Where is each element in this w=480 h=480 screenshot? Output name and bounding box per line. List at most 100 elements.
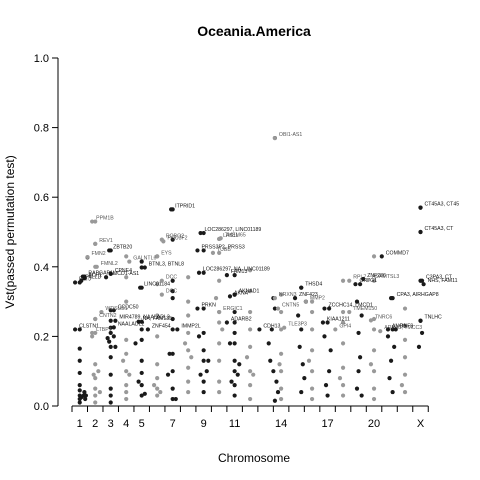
data-point-even (371, 278, 377, 283)
data-point-even (248, 309, 253, 315)
labeled-point (353, 282, 358, 287)
data-point-even (371, 254, 377, 259)
data-point-even (340, 320, 346, 325)
point-label: AKNA (234, 290, 249, 296)
labeled-point (93, 316, 98, 322)
point-label: ZNF423 (299, 292, 318, 298)
labeled-point (93, 241, 98, 246)
data-point-even (340, 365, 346, 370)
y-axis: 0.0 0.2 0.4 0.6 0.8 1.0 (34, 53, 59, 413)
data-point-even (91, 372, 96, 377)
data-point-odd (170, 316, 175, 322)
data-point-odd (385, 334, 391, 339)
data-point-even (155, 386, 160, 391)
data-point-odd (390, 389, 395, 395)
point-label: ADARB2 (231, 316, 252, 322)
data-point-odd (81, 393, 86, 398)
data-point-even (368, 362, 374, 367)
data-point-odd (108, 393, 113, 398)
point-label: IMMP2L (181, 323, 200, 329)
data-point-odd (170, 351, 175, 356)
data-point-even (279, 369, 284, 374)
labeled-point (385, 327, 391, 332)
labeled-point (196, 270, 202, 275)
data-point-even (309, 396, 315, 402)
data-point-odd (111, 334, 116, 339)
data-point-odd (269, 327, 274, 332)
labeled-point (138, 285, 143, 290)
y-tick-label: 0.8 (34, 123, 49, 135)
data-point-even (309, 309, 315, 315)
x-axis-label: Chromosome (218, 451, 290, 465)
labeled-point (272, 296, 278, 301)
labeled-point (103, 275, 109, 280)
labeled-point (72, 327, 78, 332)
data-point-odd (139, 259, 144, 264)
data-point-even (124, 389, 129, 395)
labeled-point (275, 306, 281, 311)
x-tick-label: 11 (229, 418, 240, 430)
data-point-even (186, 313, 191, 318)
data-point-odd (358, 282, 363, 287)
labeled-point (217, 236, 222, 242)
data-point-even (124, 299, 129, 304)
y-tick-label: 1.0 (34, 53, 49, 65)
data-point-odd (235, 372, 240, 377)
data-point-even (90, 334, 95, 339)
data-point-odd (77, 383, 82, 388)
data-point-odd (108, 400, 113, 405)
labeled-point (272, 135, 278, 141)
labeled-point (418, 318, 423, 323)
data-point-even (371, 386, 377, 391)
data-point-even (124, 337, 129, 342)
labeled-point (418, 205, 423, 210)
point-label: NRXN3 (279, 292, 297, 298)
point-label: RNF9 (400, 323, 414, 329)
data-point-even (97, 389, 102, 395)
data-point-odd (327, 306, 332, 311)
point-label: DCC (166, 275, 177, 281)
data-point-odd (108, 330, 113, 336)
data-point-odd (359, 393, 364, 398)
data-point-even (248, 327, 253, 332)
labeled-point (198, 230, 203, 236)
x-axis: 1 2 3 4 5 7 9 11 14 17 20 X (71, 405, 429, 430)
data-point-odd (170, 278, 175, 283)
point-label: MMP2 (310, 296, 325, 302)
data-point-even (309, 348, 315, 353)
data-point-even (189, 355, 194, 360)
data-point-even (124, 396, 129, 402)
labeled-point (378, 329, 383, 334)
data-point-odd (173, 396, 178, 402)
data-point-even (340, 278, 346, 283)
data-point-odd (268, 358, 273, 363)
labeled-point (347, 278, 352, 283)
point-label: ZBTB20 (113, 244, 132, 250)
data-point-even (399, 383, 405, 388)
point-label: PATJ (79, 276, 91, 282)
point-label: AKNAD1 (239, 289, 260, 295)
data-point-even (220, 327, 225, 332)
data-point-even (155, 362, 160, 367)
data-point-even (186, 348, 191, 353)
data-point-even (155, 334, 160, 339)
labeled-point (127, 259, 132, 264)
data-point-even (186, 275, 191, 280)
x-tick-label: 9 (201, 418, 207, 430)
data-point-even (402, 306, 408, 311)
data-point-odd (201, 306, 206, 311)
point-label: LOC286297, NA, LINC01189 (203, 267, 270, 273)
data-point-even (402, 372, 408, 377)
data-point-even (251, 372, 256, 377)
data-point-odd (390, 327, 395, 332)
data-point-even (279, 309, 284, 315)
point-label: POU3F2 (167, 235, 187, 241)
data-point-odd (136, 379, 141, 384)
labeled-point (303, 299, 308, 304)
y-tick-label: 0.0 (34, 401, 49, 413)
point-label: TMEM150 (353, 306, 377, 312)
point-label: TMEM65 (225, 232, 246, 238)
data-point-odd (108, 344, 113, 349)
point-label: C3PA3, CT (426, 275, 453, 281)
data-point-even (213, 296, 219, 301)
